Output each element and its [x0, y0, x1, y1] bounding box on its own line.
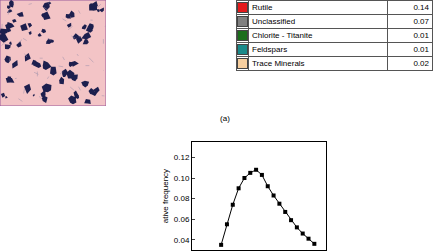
html-text:Unclassified: Unclassified [252, 17, 296, 26]
html-text:Rutile: Rutile [252, 3, 273, 12]
html-text:Chlorite - Titanite: Chlorite - Titanite [252, 31, 313, 40]
html-text:0.02: 0.02 [413, 59, 429, 68]
html-text:0.14: 0.14 [413, 3, 429, 12]
svg-text:0.08: 0.08 [174, 194, 190, 203]
html-text:0.07: 0.07 [413, 17, 429, 26]
svg-text:0.12: 0.12 [174, 153, 190, 162]
svg-text:ative frequency: ative frequency [161, 169, 170, 223]
svg-text:0.06: 0.06 [174, 215, 190, 224]
html-text:0.01: 0.01 [413, 45, 429, 54]
html-text:Feldspars: Feldspars [252, 45, 288, 54]
html-text:(a): (a) [220, 114, 230, 123]
svg-text:0.04: 0.04 [174, 236, 190, 245]
svg-text:0.10: 0.10 [174, 174, 190, 183]
html-text:Trace Minerals: Trace Minerals [252, 59, 305, 68]
html-text:0.01: 0.01 [413, 31, 429, 40]
